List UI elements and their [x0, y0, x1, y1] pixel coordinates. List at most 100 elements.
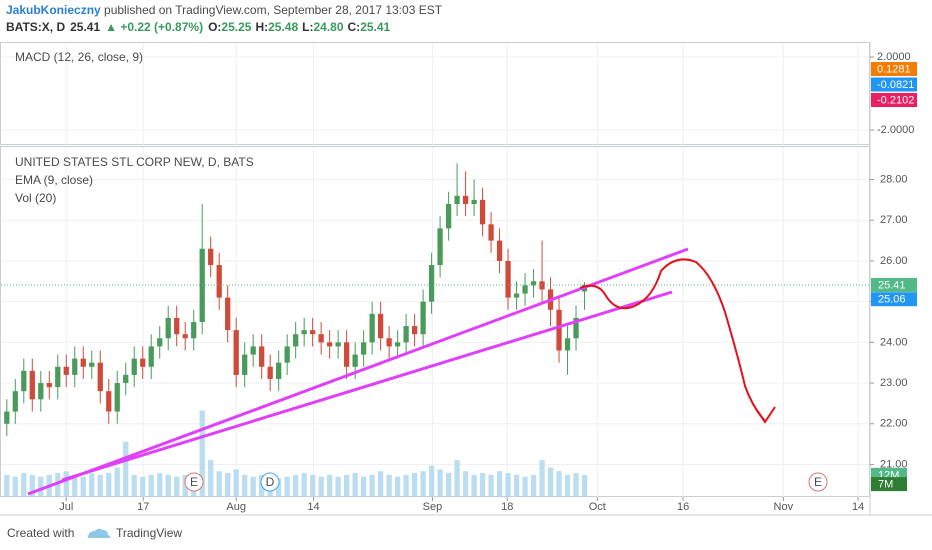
volume-bar — [445, 473, 452, 497]
y-tick-label: 22.00 — [880, 418, 908, 430]
candle-body — [38, 383, 44, 400]
candle-body — [496, 240, 503, 261]
x-tick-label: 14 — [852, 501, 864, 513]
candle-body — [131, 358, 137, 375]
volume-bar — [496, 471, 503, 497]
volume-bar — [318, 476, 324, 497]
candle-body — [386, 338, 392, 347]
volume-bar — [114, 467, 120, 497]
candle-body — [428, 265, 435, 302]
y-tick-label: 23.00 — [880, 377, 908, 389]
candle-body — [530, 281, 537, 286]
volume-bar — [12, 476, 18, 497]
candle-body — [4, 411, 10, 424]
volume-bar — [454, 460, 460, 497]
volume-label: 7M — [878, 479, 893, 491]
footer-brand[interactable]: TradingView — [116, 526, 182, 540]
candle-body — [114, 383, 120, 412]
candle-body — [106, 391, 112, 412]
volume-bar — [310, 474, 316, 497]
macd-value-box — [871, 77, 917, 92]
candle-body — [556, 309, 562, 351]
price-label-box — [871, 292, 917, 307]
volume-bar — [428, 465, 435, 497]
trendline — [61, 290, 673, 482]
volume-bar — [360, 476, 367, 497]
price-label-box — [871, 277, 917, 292]
candle-body — [46, 383, 52, 388]
y-tick-label: 21.00 — [880, 458, 908, 470]
candle-body — [394, 342, 401, 347]
volume-bar — [547, 467, 554, 497]
candle-body — [462, 195, 469, 204]
event-label: E — [814, 475, 822, 489]
ohlc: O:25.25 H:25.48 L:24.80 C:25.41 — [208, 20, 390, 34]
candle-body — [89, 362, 95, 367]
candle-body — [21, 370, 27, 392]
volume-label-box — [871, 477, 907, 492]
candles — [1, 163, 869, 436]
candle-body — [123, 374, 129, 384]
volume-bar — [403, 474, 409, 497]
candle-body — [157, 338, 163, 347]
candle-body — [377, 313, 384, 339]
volume-bar — [165, 474, 171, 497]
volume-bar — [394, 476, 401, 497]
volume-bar — [216, 471, 222, 497]
volume-bar — [199, 410, 205, 497]
candle-body — [352, 354, 358, 367]
volume-bar — [242, 474, 248, 497]
candle-body — [479, 199, 486, 225]
candle-body — [12, 391, 18, 412]
candle-body — [276, 362, 282, 379]
volume-bar — [225, 473, 231, 497]
last: 25.41 — [70, 20, 100, 34]
volume-bar — [327, 474, 333, 497]
candle-body — [182, 334, 188, 339]
macd-tick-label: -2.0000 — [877, 124, 914, 136]
candle-body — [522, 285, 528, 294]
ohlc-key: C: — [348, 20, 361, 34]
candle-body — [335, 342, 341, 347]
candle-body — [63, 366, 69, 375]
chart-title: UNITED STATES STL CORP NEW, D, BATS — [15, 155, 254, 169]
volume-bar — [21, 473, 27, 497]
volume-bar — [89, 473, 95, 497]
volume-bar — [250, 476, 256, 497]
event-marker[interactable]: E — [184, 472, 204, 492]
macd-value-box — [871, 93, 917, 107]
symbol-line: BATS:X, D 25.41 ▲ +0.22 (+0.87%) O:25.25 H:2… — [6, 20, 391, 34]
event-marker[interactable]: D — [260, 472, 280, 492]
published: published on TradingView.com, September … — [101, 3, 443, 17]
candle-body — [420, 301, 426, 335]
volume-bar — [97, 474, 103, 497]
macd-title: MACD (12, 26, close, 9) — [15, 50, 143, 64]
x-tick-label: 14 — [307, 501, 319, 513]
macd-tick-label: 2.0000 — [877, 51, 911, 63]
candle-body — [564, 338, 571, 351]
candle-body — [55, 366, 61, 388]
forecast-curve — [579, 258, 766, 422]
footer-text: Created with — [7, 526, 74, 540]
candle-body — [165, 317, 171, 339]
ohlc-key: O: — [208, 20, 221, 34]
volume-bar — [420, 471, 426, 497]
volume-bar — [505, 473, 511, 497]
author: JakubKonieczny — [6, 3, 101, 17]
candle-body — [233, 330, 239, 375]
event-marker[interactable]: E — [808, 472, 828, 492]
volume-bar — [157, 473, 163, 497]
volume-bar — [123, 441, 129, 497]
candle-body — [327, 342, 333, 347]
candle-body — [445, 203, 452, 229]
volume-bar — [352, 473, 358, 497]
volume-bar — [208, 460, 214, 497]
candle-body — [411, 326, 418, 335]
candle-body — [454, 195, 460, 204]
candle-body — [80, 358, 86, 367]
volume-bar — [488, 474, 494, 497]
ohlc-value: 25.41 — [360, 20, 390, 34]
candle-body — [318, 334, 324, 343]
volume-bar — [344, 474, 350, 497]
